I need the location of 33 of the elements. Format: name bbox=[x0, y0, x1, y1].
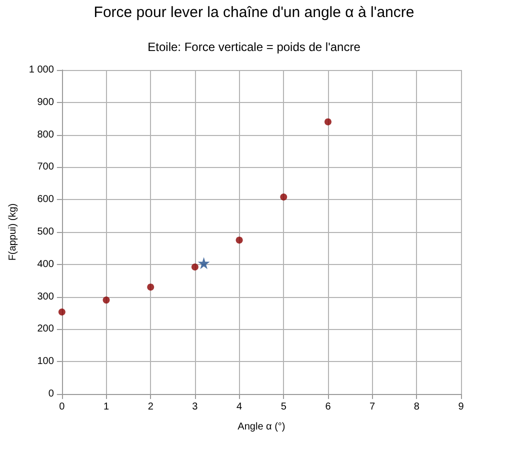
y-tick-label: 500 bbox=[37, 226, 54, 238]
y-tick-label: 700 bbox=[37, 162, 54, 173]
x-tick-label: 5 bbox=[280, 402, 287, 412]
point bbox=[58, 308, 66, 316]
point bbox=[324, 118, 332, 126]
y-tick-label: 600 bbox=[37, 194, 54, 206]
x-tick-label: 0 bbox=[59, 402, 66, 412]
x-tick-label: 1 bbox=[103, 402, 110, 412]
chart-title: Force pour lever la chaîne d'un angle α à l'ancre bbox=[94, 4, 414, 21]
point bbox=[198, 257, 210, 270]
x-tick-label: 6 bbox=[325, 402, 332, 412]
x-tick-label: 2 bbox=[148, 402, 154, 412]
point bbox=[236, 236, 243, 244]
x-axis-title: Angle α (°) bbox=[238, 422, 286, 432]
point bbox=[147, 284, 154, 291]
point bbox=[280, 194, 288, 201]
y-tick-label: 200 bbox=[37, 324, 54, 335]
y-tick-label: 100 bbox=[37, 356, 54, 368]
point bbox=[191, 263, 198, 270]
y-tick-label: 1 000 bbox=[28, 64, 54, 76]
y-tick-label: 0 bbox=[48, 388, 54, 400]
y-axis-title: F(appui) (kg) bbox=[8, 203, 18, 261]
y-tick-label: 300 bbox=[37, 291, 54, 302]
x-tick-label: 8 bbox=[414, 402, 420, 412]
x-tick-label: 4 bbox=[236, 402, 243, 412]
x-tick-label: 9 bbox=[458, 402, 464, 412]
point bbox=[102, 296, 110, 304]
x-tick-label: 3 bbox=[192, 402, 198, 412]
y-tick-label: 900 bbox=[37, 96, 54, 108]
x-tick-label: 7 bbox=[370, 402, 376, 412]
chart-subtitle: Etoile: Force verticale = poids de l'ancre bbox=[148, 40, 361, 54]
y-tick-label: 400 bbox=[37, 258, 54, 270]
y-tick-label: 800 bbox=[37, 129, 54, 140]
